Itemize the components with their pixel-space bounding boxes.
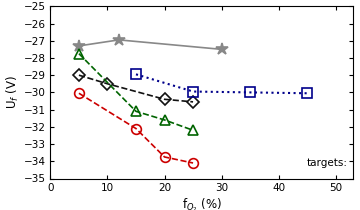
Legend:  [304,155,351,174]
X-axis label: f$_{O_2}$ (%): f$_{O_2}$ (%) [181,196,222,210]
Y-axis label: U$_f$ (V): U$_f$ (V) [5,75,21,109]
